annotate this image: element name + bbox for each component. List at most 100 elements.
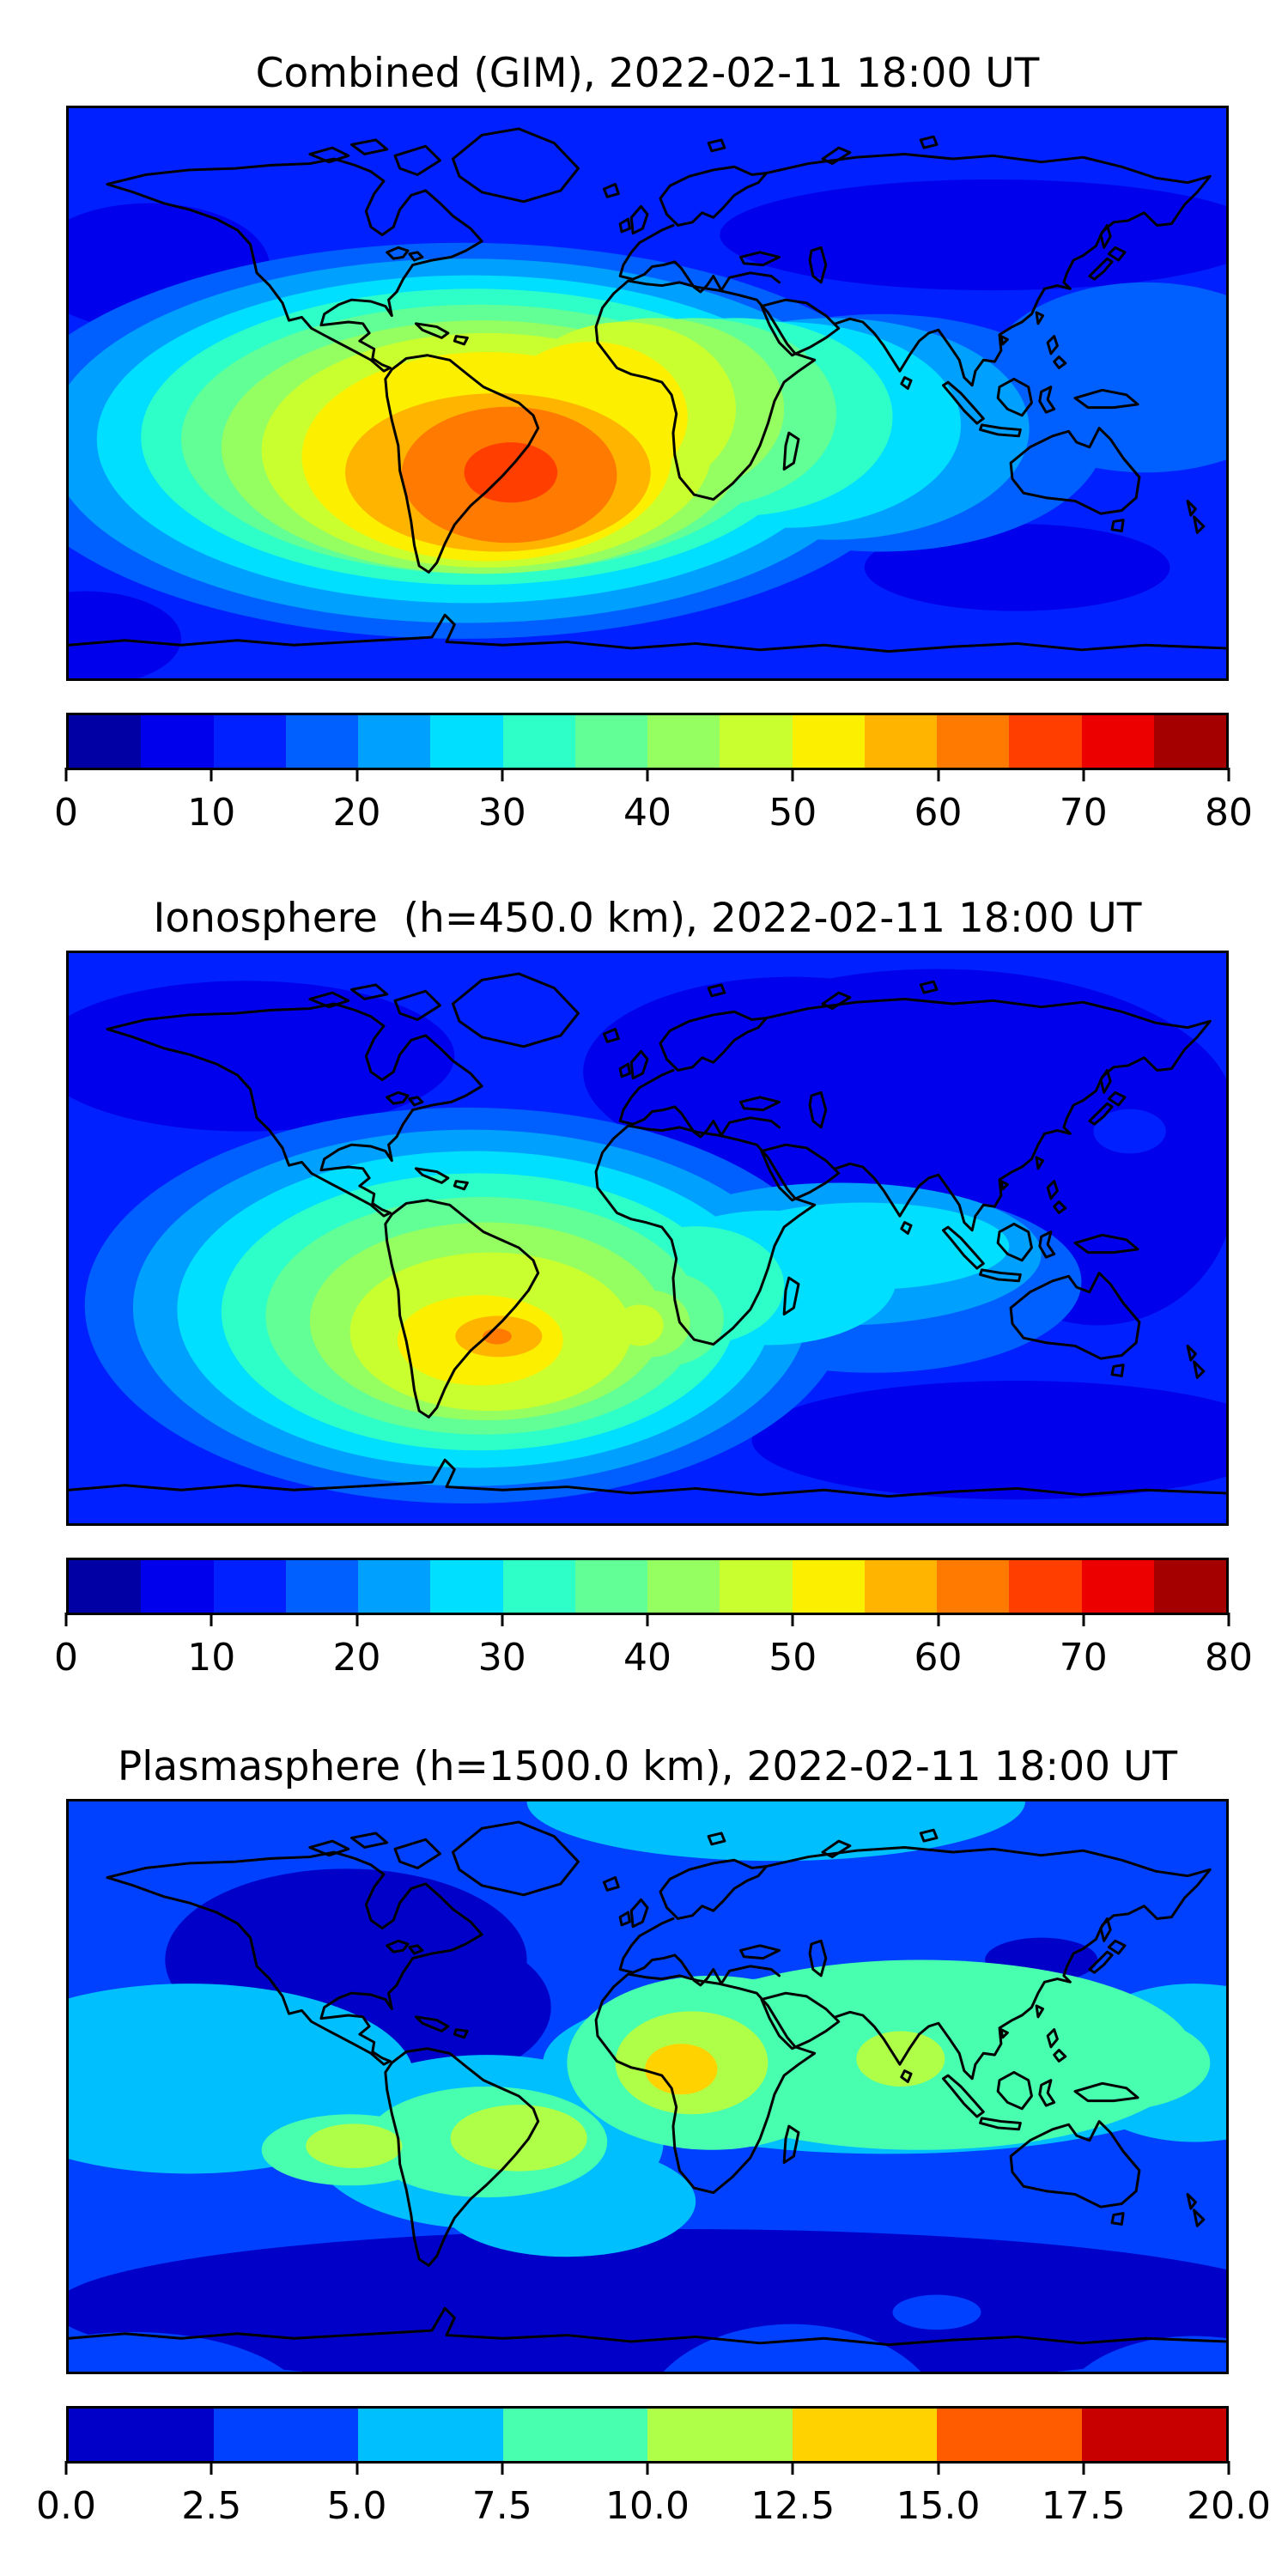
panel-ionosphere-title: Ionosphere (h=450.0 km), 2022-02-11 18:0…	[153, 895, 1142, 942]
colorbar-segment	[574, 715, 647, 768]
colorbar-tick-label: 40	[623, 791, 671, 835]
colorbar-tick-label: 7.5	[471, 2484, 532, 2528]
colorbar-segment	[1081, 1560, 1154, 1613]
colorbar-tick-label: 20	[332, 791, 381, 835]
world-map-ionosphere	[69, 953, 1226, 1523]
colorbar-tick	[1227, 1613, 1230, 1626]
colorbar-combined-ticks	[64, 768, 1230, 781]
colorbar-segment	[647, 2409, 793, 2461]
colorbar-segment	[285, 1560, 358, 1613]
colorbar-segment	[720, 1560, 793, 1613]
colorbar-segment	[430, 715, 503, 768]
colorbar-tick-label: 40	[623, 1636, 671, 1680]
colorbar-ionosphere-labels: 0 10 20 30 40 50 60 70 80	[54, 1636, 1253, 1683]
colorbar-tick	[64, 2461, 68, 2475]
colorbar-tick-label: 10	[187, 1636, 236, 1680]
colorbar-plasmasphere-labels: 0.0 2.5 5.0 7.5 10.0 12.5 15.0 17.5 20.0	[36, 2484, 1271, 2531]
colorbar-tick-label: 60	[914, 791, 963, 835]
colorbar-segment	[1153, 715, 1226, 768]
colorbar-tick	[646, 1613, 649, 1626]
colorbar-segment	[502, 715, 575, 768]
world-map-combined	[69, 108, 1226, 678]
colorbar-tick-label: 70	[1059, 791, 1108, 835]
colorbar-tick-label: 70	[1059, 1636, 1108, 1680]
colorbar-segment	[213, 2409, 358, 2461]
colorbar-combined	[66, 713, 1229, 770]
tec-contours-ionosphere	[69, 953, 1226, 1523]
tec-contours-plasmasphere	[69, 1801, 1226, 2372]
colorbar-segment	[937, 1560, 1010, 1613]
colorbar-segment	[141, 715, 214, 768]
panel-plasmasphere-map	[66, 1799, 1229, 2374]
colorbar-segment	[69, 1560, 142, 1613]
colorbar-segment	[285, 715, 358, 768]
colorbar-segment	[358, 2409, 503, 2461]
colorbar-segment	[69, 715, 142, 768]
colorbar-ionosphere	[66, 1558, 1229, 1615]
colorbar-tick-label: 80	[1205, 1636, 1253, 1680]
colorbar-tick	[646, 768, 649, 781]
colorbar-tick	[1082, 2461, 1085, 2475]
colorbar-segment	[430, 1560, 503, 1613]
colorbar-segment	[1081, 2409, 1226, 2461]
colorbar-tick-label: 30	[477, 791, 526, 835]
colorbar-tick	[64, 1613, 68, 1626]
colorbar-tick	[501, 1613, 504, 1626]
colorbar-segment	[1081, 715, 1154, 768]
colorbar-tick-label: 50	[769, 1636, 817, 1680]
colorbar-tick	[501, 2461, 504, 2475]
colorbar-tick-label: 17.5	[1041, 2484, 1126, 2528]
colorbar-segment	[213, 715, 286, 768]
colorbar-segment	[937, 2409, 1082, 2461]
colorbar-tick-label: 15.0	[896, 2484, 981, 2528]
panel-ionosphere-map	[66, 951, 1229, 1526]
colorbar-segment	[1009, 715, 1082, 768]
colorbar-segment	[792, 715, 865, 768]
colorbar-segment	[358, 1560, 431, 1613]
colorbar-tick	[937, 2461, 939, 2475]
colorbar-segment	[792, 2409, 937, 2461]
colorbar-tick	[355, 2461, 358, 2475]
colorbar-tick-label: 80	[1205, 791, 1253, 835]
colorbar-tick-label: 20	[332, 1636, 381, 1680]
colorbar-segment	[1009, 1560, 1082, 1613]
colorbar-segment	[574, 1560, 647, 1613]
world-map-plasmasphere	[69, 1801, 1226, 2372]
colorbar-tick-label: 0.0	[36, 2484, 96, 2528]
colorbar-segment	[502, 1560, 575, 1613]
panel-combined-title: Combined (GIM), 2022-02-11 18:00 UT	[255, 50, 1040, 97]
colorbar-tick-label: 5.0	[326, 2484, 387, 2528]
colorbar-tick-label: 50	[769, 791, 817, 835]
colorbar-tick	[791, 768, 794, 781]
colorbar-segment	[864, 1560, 937, 1613]
colorbar-ionosphere-ticks	[64, 1613, 1230, 1626]
colorbar-tick	[501, 768, 504, 781]
colorbar-segment	[647, 1560, 720, 1613]
colorbar-tick	[210, 1613, 213, 1626]
colorbar-segment	[502, 2409, 647, 2461]
colorbar-segment	[1153, 1560, 1226, 1613]
colorbar-tick-label: 20.0	[1187, 2484, 1271, 2528]
colorbar-tick	[355, 768, 358, 781]
colorbar-tick-label: 30	[477, 1636, 526, 1680]
colorbar-segment	[864, 715, 937, 768]
colorbar-tick	[1082, 768, 1085, 781]
colorbar-tick-label: 0	[54, 791, 78, 835]
colorbar-tick	[1227, 2461, 1230, 2475]
colorbar-tick	[210, 768, 213, 781]
panel-plasmasphere-title: Plasmasphere (h=1500.0 km), 2022-02-11 1…	[117, 1743, 1178, 1790]
colorbar-tick-label: 0	[54, 1636, 78, 1680]
colorbar-segment	[213, 1560, 286, 1613]
colorbar-tick	[355, 1613, 358, 1626]
colorbar-segment	[937, 715, 1010, 768]
colorbar-plasmasphere	[66, 2406, 1229, 2464]
colorbar-tick-label: 2.5	[181, 2484, 242, 2528]
colorbar-segment	[792, 1560, 865, 1613]
colorbar-plasmasphere-ticks	[64, 2461, 1230, 2475]
colorbar-tick	[937, 768, 939, 781]
colorbar-tick-label: 10.0	[605, 2484, 690, 2528]
colorbar-segment	[647, 715, 720, 768]
colorbar-tick	[210, 2461, 213, 2475]
colorbar-segment	[69, 2409, 214, 2461]
colorbar-segment	[358, 715, 431, 768]
